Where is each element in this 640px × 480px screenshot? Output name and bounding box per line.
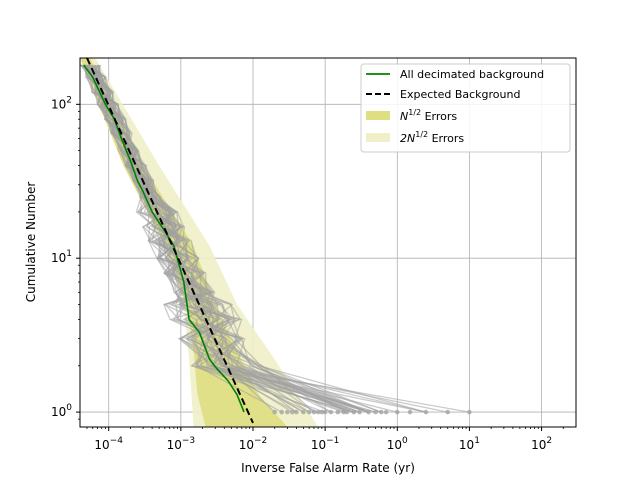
x-tick-label: 10−4: [94, 436, 123, 452]
count-one-marker: [344, 409, 350, 415]
count-one-marker: [319, 409, 325, 415]
x-axis-label: Inverse False Alarm Rate (yr): [241, 461, 415, 475]
x-tick-label: 10−1: [311, 436, 340, 452]
legend-swatch-two_sqrtN: [366, 133, 390, 142]
count-one-marker: [290, 409, 295, 415]
count-one-marker: [395, 409, 400, 415]
count-one-marker: [272, 409, 278, 415]
count-one-marker: [306, 409, 312, 415]
count-one-marker: [285, 409, 290, 415]
two-sqrt-n-error-band: [80, 58, 319, 427]
x-tick-label: 101: [459, 436, 480, 452]
series: [83, 58, 254, 424]
legend-label-all_decimated: All decimated background: [400, 68, 544, 81]
legend-label-sqrtN: N1/2 Errors: [400, 108, 457, 123]
count-one-marker: [383, 409, 389, 415]
count-one-marker: [294, 409, 299, 415]
count-one-marker: [351, 409, 357, 415]
legend: All decimated background Expected Backgro…: [360, 63, 571, 153]
background-realization-line: [80, 64, 369, 413]
count-one-marker: [366, 409, 371, 415]
count-one-marker: [373, 409, 378, 415]
count-one-marker: [335, 409, 341, 415]
count-one-marker: [467, 409, 472, 415]
y-tick-label: 102: [51, 95, 72, 111]
background-realization-line: [96, 64, 319, 413]
x-tick-label: 100: [387, 436, 408, 452]
legend-label-expected: Expected Background: [400, 88, 520, 101]
legend-box: [360, 63, 571, 153]
ticks: 10−4 10−3 10−2 10−1 100 101 102 100 101 102: [51, 95, 564, 452]
x-tick-label: 102: [531, 436, 552, 452]
legend-label-two_sqrtN: 2N1/2 Errors: [400, 130, 464, 145]
background-realization-line: [91, 64, 360, 413]
y-axis-label: Cumulative Number: [24, 182, 38, 303]
count-one-marker: [328, 409, 334, 415]
expected-background-line: [86, 58, 254, 424]
y-tick-label: 101: [51, 249, 72, 265]
count-one-marker: [445, 409, 451, 415]
background-realization-line: [88, 64, 355, 413]
count-one-marker: [311, 409, 317, 415]
count-one-marker: [407, 409, 413, 415]
x-tick-label: 10−2: [239, 436, 268, 452]
legend-swatch-sqrtN: [366, 111, 390, 120]
count-one-marker: [301, 409, 306, 415]
count-one-marker: [279, 409, 285, 415]
count-one-marker: [322, 409, 328, 415]
count-one-marker: [423, 409, 429, 415]
count-one-marker: [379, 409, 384, 415]
plot-frame: [79, 57, 577, 428]
count-one-marker: [341, 409, 346, 415]
count-one-marker: [315, 409, 321, 415]
y-tick-label: 100: [51, 403, 72, 419]
count-one-marker: [357, 409, 362, 415]
x-tick-label: 10−3: [167, 436, 196, 452]
